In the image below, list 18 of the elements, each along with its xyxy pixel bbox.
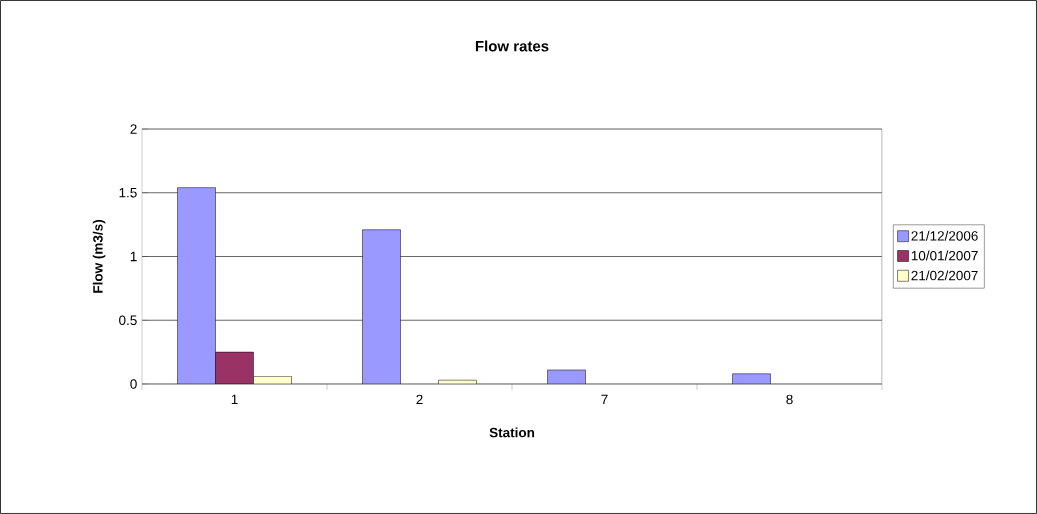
bar xyxy=(547,369,586,384)
y-axis-title: Flow (m3/s) xyxy=(92,220,106,293)
bar xyxy=(438,379,477,384)
y-tick-label: 1 xyxy=(130,251,137,262)
x-tick-label: 1 xyxy=(231,394,238,404)
y-tick-label: 1.5 xyxy=(119,188,137,198)
bar xyxy=(732,373,771,384)
y-tick-label: 0 xyxy=(130,379,137,389)
y-tick-label: 0.5 xyxy=(119,315,137,326)
y-tick-label: 2 xyxy=(130,124,137,134)
legend-label: 21/12/2006 xyxy=(911,230,978,241)
x-tick-label: 7 xyxy=(601,394,608,404)
chart-title: Flow rates xyxy=(475,40,549,52)
x-axis-title: Station xyxy=(489,427,535,438)
legend-label: 10/01/2007 xyxy=(911,250,978,261)
x-tick-label: 8 xyxy=(786,394,793,405)
x-tick-label: 2 xyxy=(416,394,423,405)
legend-label: 21/02/2007 xyxy=(911,270,978,281)
